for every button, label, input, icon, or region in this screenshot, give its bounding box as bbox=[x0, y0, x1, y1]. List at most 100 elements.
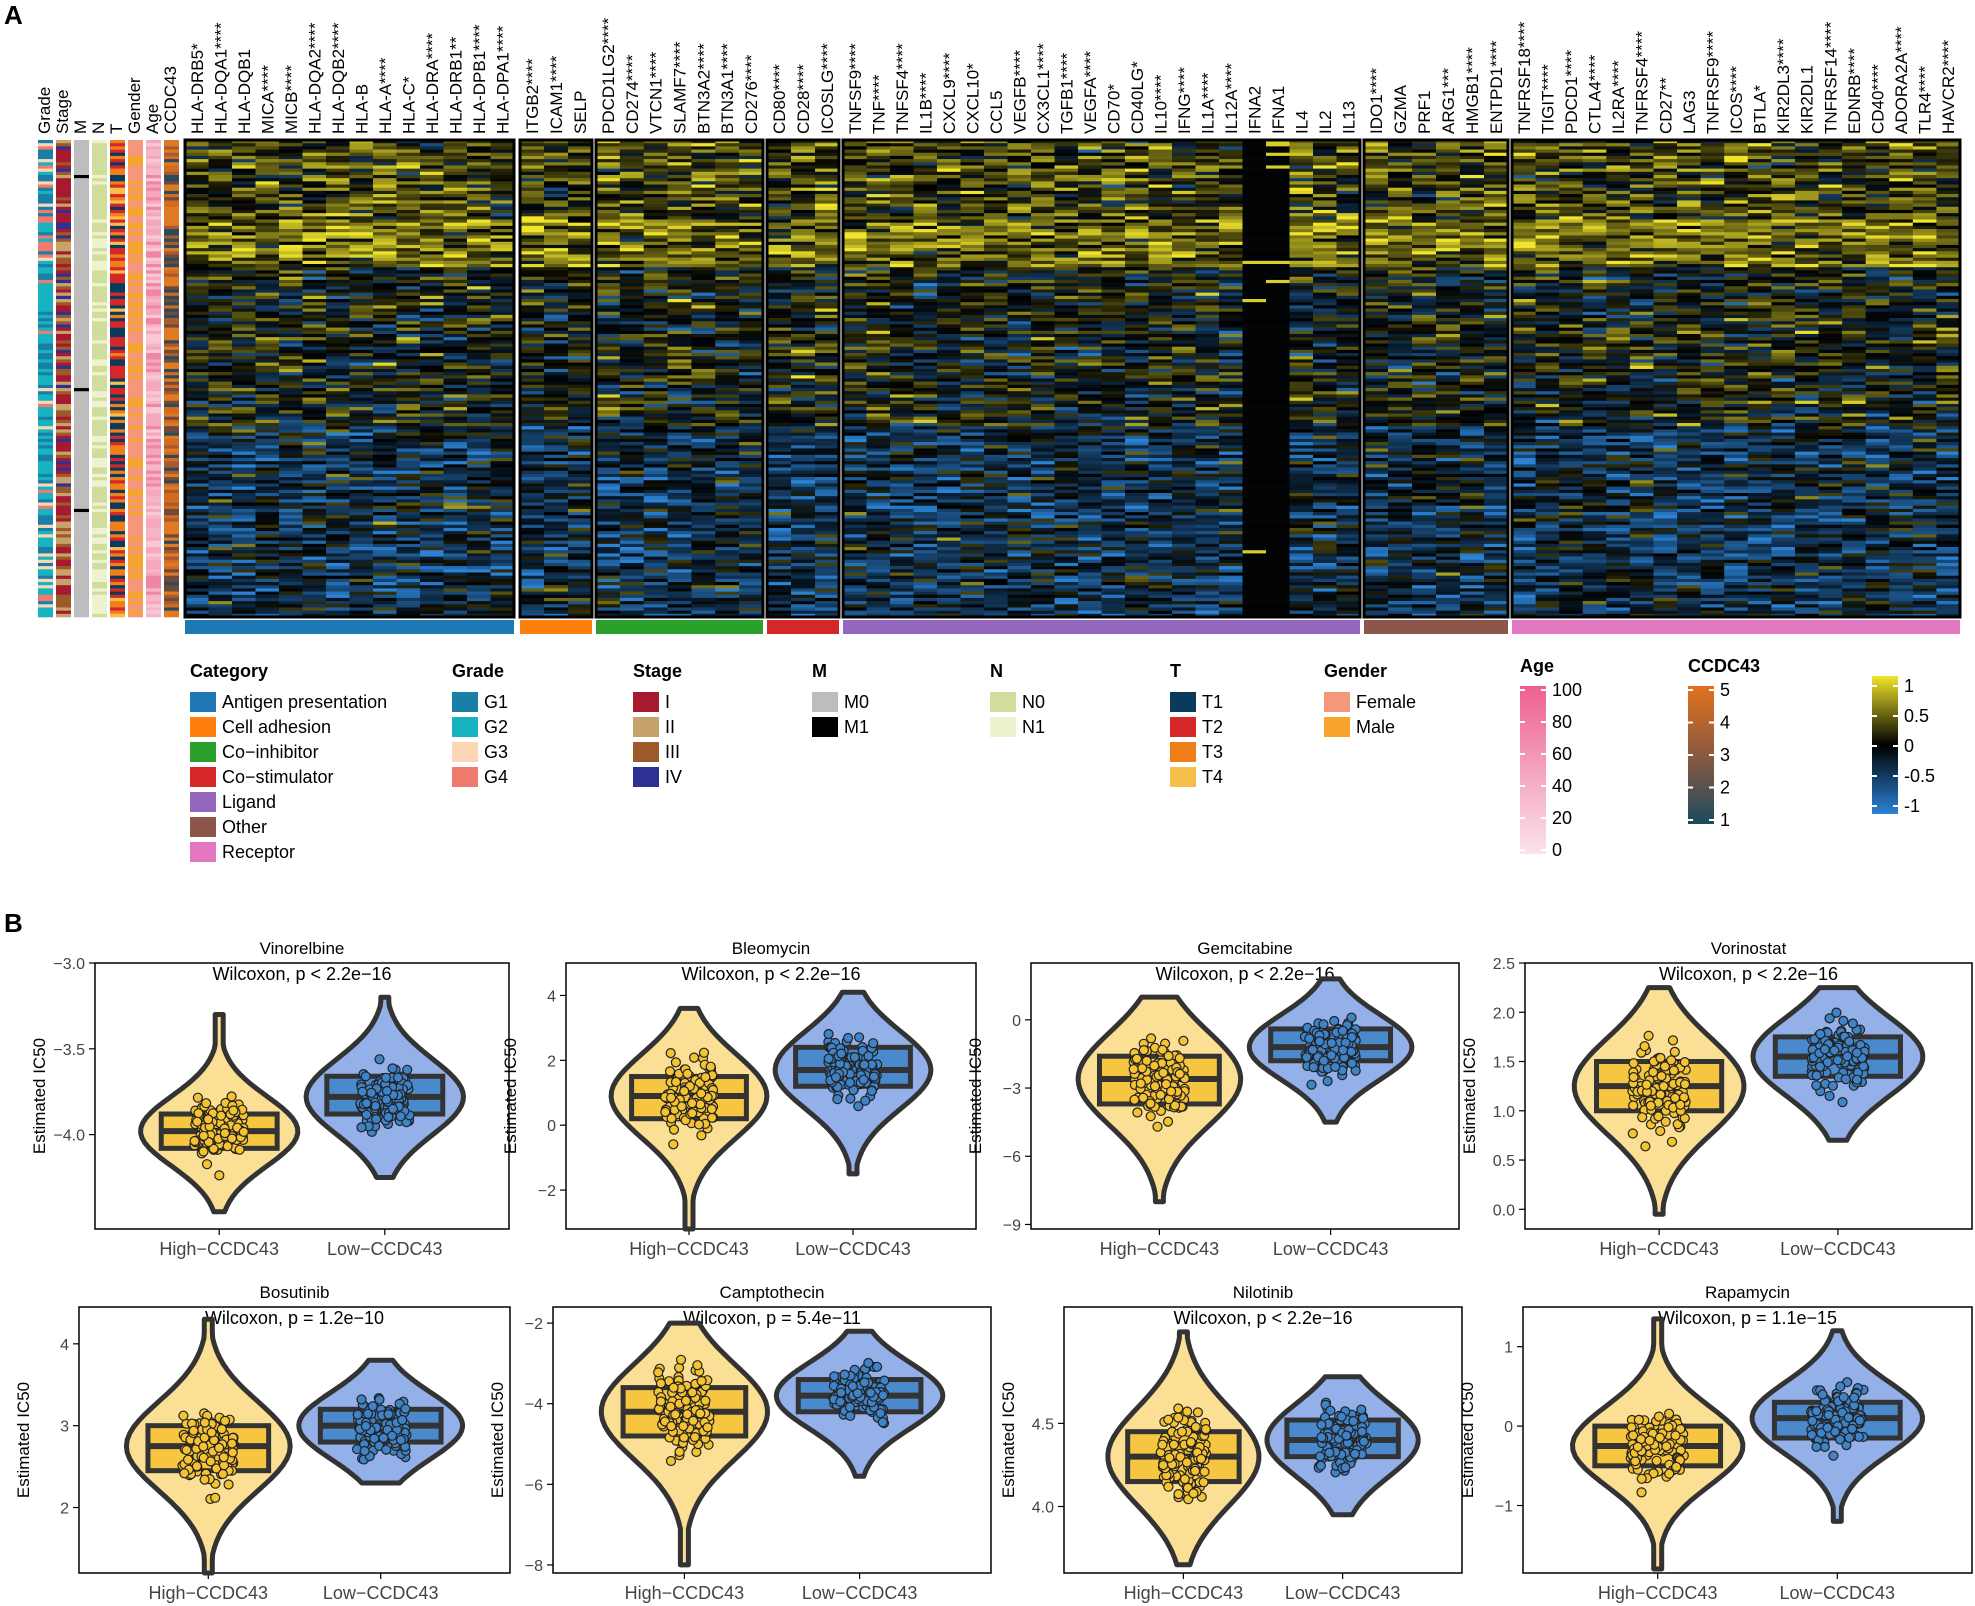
y-tick-label: −8 bbox=[525, 1558, 543, 1575]
data-point bbox=[1138, 1092, 1149, 1103]
data-point bbox=[664, 1066, 676, 1077]
data-point bbox=[678, 1432, 690, 1443]
data-point bbox=[201, 1159, 213, 1170]
violin-high-ccdc43 bbox=[608, 1005, 770, 1232]
gene-label: CX3CL1**** bbox=[1034, 43, 1053, 134]
gene-label: KIR2DL1 bbox=[1798, 65, 1817, 134]
data-point bbox=[698, 1047, 710, 1058]
violin-high-ccdc43 bbox=[1075, 994, 1244, 1205]
legend-tick-label: 20 bbox=[1552, 808, 1572, 828]
gene-label: HLA-C* bbox=[399, 76, 418, 134]
data-point bbox=[682, 1409, 693, 1420]
y-tick-label: 2.5 bbox=[1493, 956, 1515, 973]
data-point bbox=[1675, 1099, 1686, 1110]
gene-label: CD40LG* bbox=[1128, 61, 1147, 134]
data-point bbox=[228, 1105, 239, 1116]
data-point bbox=[359, 1445, 370, 1457]
violin-low-ccdc43 bbox=[1750, 985, 1926, 1143]
legend-tick-label: 4 bbox=[1720, 713, 1730, 733]
legend-tick-label: 0 bbox=[1552, 840, 1562, 860]
data-point bbox=[670, 1057, 682, 1068]
x-tick-label: High−CCDC43 bbox=[159, 1239, 279, 1259]
legend-swatch bbox=[190, 692, 216, 712]
legend-tick-label: 1 bbox=[1904, 676, 1914, 696]
data-point bbox=[1829, 1045, 1840, 1056]
annotation-track-label: CCDC43 bbox=[161, 66, 180, 134]
legend-tick-label: -1 bbox=[1904, 796, 1920, 816]
data-point bbox=[665, 1047, 676, 1059]
legend-swatch bbox=[190, 842, 216, 862]
data-point bbox=[849, 1051, 860, 1063]
category-bar bbox=[520, 620, 592, 634]
data-point bbox=[1819, 1044, 1831, 1055]
data-point bbox=[1346, 1012, 1357, 1023]
data-point bbox=[1858, 1061, 1869, 1072]
gene-label: PRF1 bbox=[1415, 91, 1434, 134]
gene-label: CTLA4**** bbox=[1586, 54, 1605, 134]
data-point bbox=[1357, 1413, 1369, 1424]
legend-expression: 1 0.5 0 -0.5 -1 bbox=[1872, 676, 1935, 816]
y-axis-label: Estimated IC50 bbox=[14, 1382, 33, 1498]
data-point bbox=[1340, 1462, 1351, 1473]
heatmap-block-border bbox=[765, 138, 841, 619]
data-point bbox=[1849, 1392, 1860, 1403]
annotation-track-ccdc43 bbox=[164, 140, 179, 618]
data-point bbox=[665, 1455, 677, 1467]
data-point bbox=[1834, 1434, 1846, 1445]
x-tick-label: Low−CCDC43 bbox=[1273, 1239, 1389, 1259]
data-point bbox=[655, 1396, 667, 1407]
data-point bbox=[1157, 1044, 1168, 1055]
violin-high-ccdc43 bbox=[123, 1316, 293, 1576]
data-point bbox=[1653, 1411, 1665, 1422]
data-point bbox=[1315, 1460, 1327, 1471]
legend-swatch bbox=[990, 717, 1016, 737]
legend-swatch bbox=[452, 717, 478, 737]
gene-label: VEGFB**** bbox=[1010, 50, 1029, 134]
gene-label: IDO1**** bbox=[1367, 67, 1386, 134]
annotation-track-grade bbox=[38, 140, 53, 618]
data-point bbox=[223, 1479, 234, 1490]
legend-label: G3 bbox=[484, 742, 508, 762]
data-point bbox=[1846, 1423, 1858, 1435]
data-point bbox=[823, 1053, 834, 1064]
gene-label: CD274**** bbox=[623, 54, 642, 134]
legend-label: Co−stimulator bbox=[222, 767, 334, 787]
data-point bbox=[1832, 1055, 1843, 1066]
panel-label-b: B bbox=[4, 908, 23, 938]
data-point bbox=[1851, 1074, 1863, 1085]
data-point bbox=[383, 1111, 394, 1123]
gene-label: CD276**** bbox=[742, 54, 761, 134]
data-point bbox=[1337, 1025, 1348, 1036]
data-point bbox=[1155, 1089, 1166, 1101]
data-point bbox=[1163, 1414, 1174, 1425]
data-point bbox=[1651, 1455, 1662, 1466]
data-point bbox=[1671, 1461, 1682, 1473]
data-point bbox=[1307, 1044, 1318, 1056]
legend-tick-label: 5 bbox=[1720, 680, 1730, 700]
gene-label: HLA-DRB5* bbox=[188, 43, 207, 134]
data-point bbox=[1667, 1035, 1679, 1046]
wilcoxon-annotation: Wilcoxon, p = 1.2e−10 bbox=[205, 1308, 384, 1328]
annotation-track-label: T bbox=[107, 124, 126, 134]
gene-label: KIR2DL3**** bbox=[1774, 38, 1793, 134]
data-point bbox=[178, 1410, 189, 1421]
data-point bbox=[1645, 1100, 1656, 1111]
data-point bbox=[693, 1119, 705, 1130]
data-point bbox=[688, 1415, 699, 1427]
gene-label: CD70* bbox=[1104, 84, 1123, 134]
legend-label: IV bbox=[665, 767, 682, 787]
data-point bbox=[383, 1409, 394, 1420]
data-point bbox=[369, 1433, 380, 1444]
x-tick-label: High−CCDC43 bbox=[1100, 1239, 1220, 1259]
data-point bbox=[361, 1098, 372, 1109]
data-point bbox=[1322, 1075, 1333, 1087]
data-point bbox=[183, 1454, 194, 1465]
data-point bbox=[863, 1050, 874, 1062]
data-point bbox=[666, 1420, 677, 1432]
legend-tick-label: 1 bbox=[1720, 810, 1730, 830]
legend-label: N0 bbox=[1022, 692, 1045, 712]
x-tick-label: Low−CCDC43 bbox=[802, 1583, 918, 1603]
data-point bbox=[1807, 1415, 1818, 1427]
legend-label: M1 bbox=[844, 717, 869, 737]
data-point bbox=[1173, 1403, 1184, 1414]
